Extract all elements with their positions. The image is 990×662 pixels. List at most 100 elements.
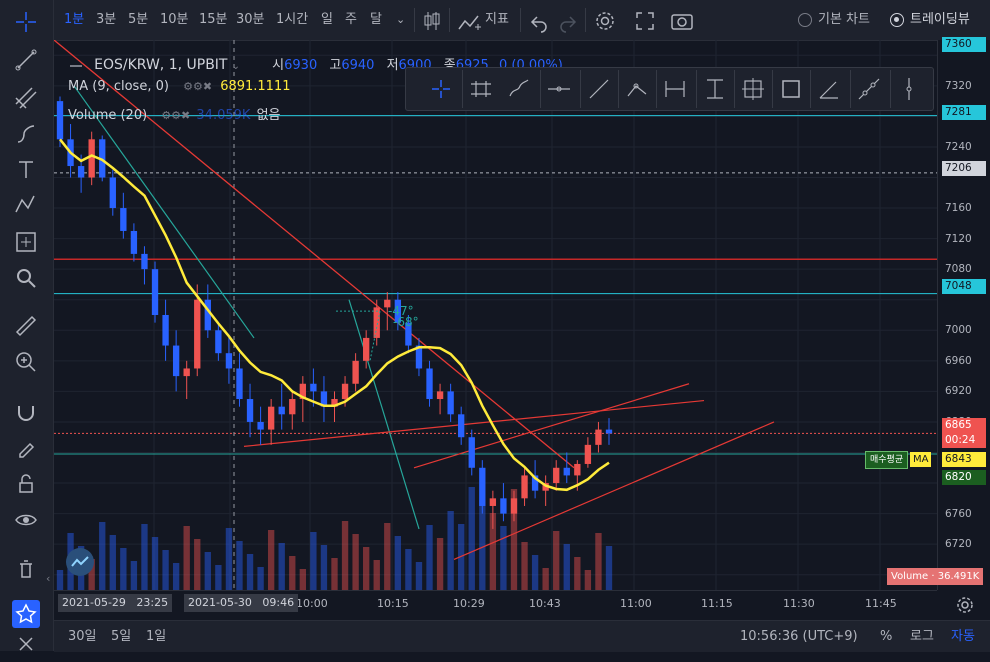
date-price-range-icon[interactable] bbox=[740, 76, 766, 102]
volume-bar bbox=[341, 521, 349, 590]
path-icon[interactable] bbox=[624, 76, 650, 102]
candle-body bbox=[130, 230, 138, 254]
avg-buy-badge: 매수평균 bbox=[865, 451, 909, 469]
interval-day[interactable]: 일 bbox=[321, 12, 333, 27]
interval-30m[interactable]: 30분 bbox=[236, 12, 265, 27]
candle-type-icon[interactable] bbox=[422, 9, 442, 31]
volume-bar bbox=[299, 569, 306, 590]
toolbar-divider bbox=[462, 70, 463, 108]
price-tick: 6920 bbox=[945, 385, 972, 398]
trendline-icon[interactable] bbox=[12, 46, 40, 74]
candle-body bbox=[299, 383, 306, 400]
price-axis[interactable] bbox=[937, 40, 990, 590]
settings-gear-icon[interactable] bbox=[594, 9, 616, 31]
volume-bar bbox=[510, 489, 518, 590]
clock[interactable]: 10:56:36 (UTC+9) bbox=[740, 629, 858, 644]
price-range-icon[interactable] bbox=[702, 76, 728, 102]
indicator-button[interactable]: 지표 bbox=[485, 12, 509, 27]
basic-chart-label[interactable]: 기본 차트 bbox=[818, 12, 870, 27]
interval-3m[interactable]: 3분 bbox=[96, 12, 117, 27]
extended-line-icon[interactable] bbox=[856, 76, 882, 102]
price-tick: 7120 bbox=[945, 232, 972, 245]
log-toggle[interactable]: 로그 bbox=[910, 629, 934, 644]
lock-icon[interactable] bbox=[12, 470, 40, 498]
basic-chart-radio[interactable] bbox=[798, 13, 812, 27]
chevron-down-icon[interactable]: ⌄ bbox=[396, 13, 406, 26]
interval-week[interactable]: 주 bbox=[345, 12, 357, 27]
indicator-icon[interactable] bbox=[457, 10, 481, 30]
interval-1m[interactable]: 1분 bbox=[64, 12, 85, 27]
percent-toggle[interactable]: % bbox=[880, 629, 893, 644]
range-30d[interactable]: 30일 bbox=[68, 629, 97, 644]
close-icon[interactable] bbox=[12, 630, 40, 658]
range-1d[interactable]: 1일 bbox=[146, 629, 167, 644]
camera-icon[interactable] bbox=[670, 9, 694, 31]
candle-body bbox=[215, 330, 222, 354]
toolbar-divider bbox=[656, 70, 657, 108]
collapse-legend-icon[interactable] bbox=[70, 64, 82, 67]
candle-body bbox=[605, 429, 613, 434]
candle-body bbox=[204, 299, 211, 331]
angle-icon[interactable] bbox=[816, 76, 842, 102]
candle-body bbox=[415, 345, 423, 369]
brush-icon[interactable] bbox=[506, 76, 532, 102]
interval-month[interactable]: 달 bbox=[370, 12, 382, 27]
redo-icon[interactable] bbox=[558, 10, 578, 33]
tradingview-label[interactable]: 트레이딩뷰 bbox=[910, 12, 970, 27]
axis-settings-gear-icon[interactable] bbox=[954, 594, 976, 616]
price-chart[interactable] bbox=[54, 40, 937, 590]
toolbar-divider bbox=[696, 70, 697, 108]
date-range-icon[interactable] bbox=[662, 76, 688, 102]
interval-15m[interactable]: 15분 bbox=[199, 12, 228, 27]
chevron-down-icon[interactable]: ⌄ bbox=[231, 61, 241, 72]
rectangle-icon[interactable] bbox=[778, 76, 804, 102]
favorite-star-icon[interactable] bbox=[12, 600, 40, 628]
zoom-in-icon[interactable] bbox=[12, 348, 40, 376]
magnet-icon[interactable] bbox=[12, 398, 40, 426]
current-price-tag: 6865 00:24 bbox=[942, 418, 986, 448]
crosshair-icon[interactable] bbox=[12, 8, 40, 36]
tradingview-logo-icon bbox=[66, 548, 94, 576]
zoom-search-icon[interactable] bbox=[12, 264, 40, 292]
lock-drawings-icon[interactable] bbox=[12, 434, 40, 462]
text-icon[interactable] bbox=[12, 156, 40, 184]
volume-bar bbox=[426, 525, 433, 590]
volume-bar bbox=[352, 534, 359, 590]
volume-bar bbox=[120, 548, 127, 590]
toolbar-divider bbox=[540, 70, 541, 108]
horizontal-ray-icon[interactable] bbox=[546, 76, 572, 102]
undo-icon[interactable] bbox=[529, 10, 549, 33]
ruler-icon[interactable] bbox=[12, 312, 40, 340]
measure-icon[interactable] bbox=[12, 228, 40, 256]
toolbar-divider bbox=[890, 70, 891, 108]
auto-toggle[interactable]: 자동 bbox=[951, 629, 975, 644]
chevron-left-icon[interactable]: ‹ bbox=[46, 572, 51, 585]
trash-icon[interactable] bbox=[12, 555, 40, 583]
legend-settings-icon[interactable]: ⚙⚙✖ bbox=[161, 109, 191, 122]
range-5d[interactable]: 5일 bbox=[111, 629, 132, 644]
time-tick: 11:15 bbox=[701, 597, 733, 610]
volume-bar bbox=[99, 522, 106, 590]
brush-icon[interactable] bbox=[12, 120, 40, 148]
fullscreen-icon[interactable] bbox=[634, 9, 656, 31]
tradingview-radio[interactable] bbox=[890, 13, 904, 27]
interval-1h[interactable]: 1시간 bbox=[276, 12, 309, 27]
volume-bar bbox=[605, 546, 613, 590]
candle-body bbox=[468, 437, 475, 468]
pattern-icon[interactable] bbox=[12, 192, 40, 220]
legend-settings-icon[interactable]: ⚙⚙✖ bbox=[183, 80, 213, 93]
price-tick: 7160 bbox=[945, 202, 972, 215]
trend-lines bbox=[54, 40, 775, 560]
interval-5m[interactable]: 5분 bbox=[128, 12, 149, 27]
toolbar-divider bbox=[449, 8, 450, 32]
volume-bar bbox=[225, 528, 233, 590]
eye-icon[interactable] bbox=[12, 506, 40, 534]
pitchfork-icon[interactable] bbox=[12, 84, 40, 112]
crosshair-icon[interactable] bbox=[428, 76, 454, 102]
parallel-channel-icon[interactable] bbox=[468, 76, 494, 102]
interval-10m[interactable]: 10분 bbox=[160, 12, 189, 27]
vertical-line-icon[interactable] bbox=[896, 76, 922, 102]
trendline-green-2 bbox=[348, 299, 420, 530]
trendline-icon[interactable] bbox=[586, 76, 612, 102]
toolbar-divider bbox=[810, 70, 811, 108]
